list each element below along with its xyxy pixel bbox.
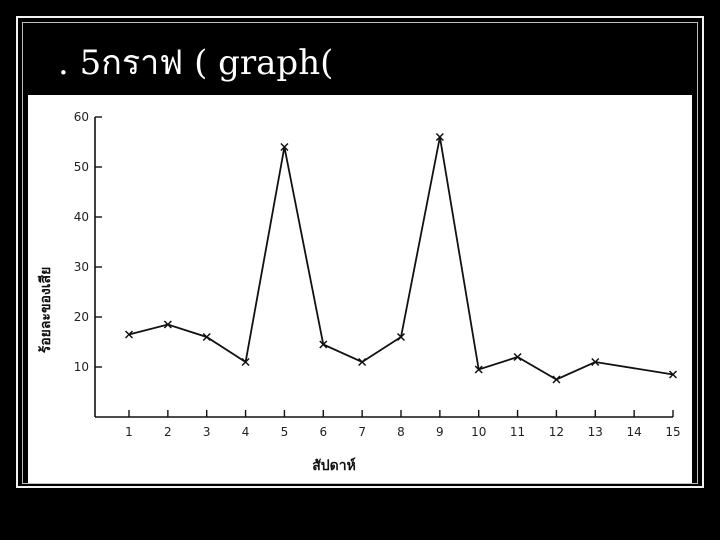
x-tick-label: 6 <box>319 425 327 439</box>
x-tick-label: 1 <box>125 425 133 439</box>
data-point-marker <box>668 370 678 379</box>
axes <box>94 117 673 418</box>
x-tick-label: 3 <box>203 425 211 439</box>
x-tick-label: 12 <box>549 425 564 439</box>
x-axis-title: สัปดาห์ <box>312 457 356 474</box>
data-point-marker <box>358 357 367 367</box>
slide-inner-border <box>22 22 698 484</box>
x-tick-label: 15 <box>665 425 680 439</box>
x-tick-label: 4 <box>242 425 250 439</box>
y-tick-label: 10 <box>74 360 89 374</box>
data-point-marker <box>435 132 444 142</box>
data-point-marker <box>124 330 134 339</box>
slide-outer-border <box>16 16 704 488</box>
data-point-marker <box>474 365 483 374</box>
slide-title: . 5กราฟ ( graph( <box>58 43 334 83</box>
y-tick-label: 30 <box>74 260 89 274</box>
chart-panel: 10 20 30 40 50 60 1 2 3 4 5 6 7 8 9 10 11 12 13 14 15 สัปดาห… <box>28 95 692 483</box>
y-tick-label: 20 <box>74 310 89 324</box>
data-point-marker <box>241 357 250 367</box>
series-line-group <box>128 136 674 381</box>
data-point-marker <box>163 320 172 329</box>
data-point-marker <box>552 375 561 384</box>
y-axis-title: ร้อยละของเสีย <box>38 267 54 354</box>
markers <box>124 132 678 384</box>
x-tick-label: 11 <box>510 425 525 439</box>
y-tick-label: 60 <box>74 110 89 124</box>
x-tick-label: 10 <box>471 425 486 439</box>
data-point-marker <box>396 332 406 342</box>
x-tick-label: 14 <box>627 425 642 439</box>
data-point-marker <box>591 357 600 367</box>
y-tick-label: 40 <box>74 210 89 224</box>
x-tick-label: 5 <box>281 425 289 439</box>
x-tick-label: 2 <box>164 425 172 439</box>
data-point-marker <box>513 352 522 362</box>
x-tick-label: 8 <box>397 425 405 439</box>
series-line <box>128 136 674 381</box>
axis-titles: สัปดาห์ ร้อยละของเสีย <box>38 267 356 474</box>
x-tick-label: 9 <box>436 425 444 439</box>
data-point-marker <box>319 340 328 349</box>
x-tick-label: 13 <box>588 425 603 439</box>
data-point-marker <box>202 332 211 342</box>
y-tick-label: 50 <box>74 160 89 174</box>
data-point-marker <box>280 142 289 152</box>
x-tick-label: 7 <box>358 425 366 439</box>
